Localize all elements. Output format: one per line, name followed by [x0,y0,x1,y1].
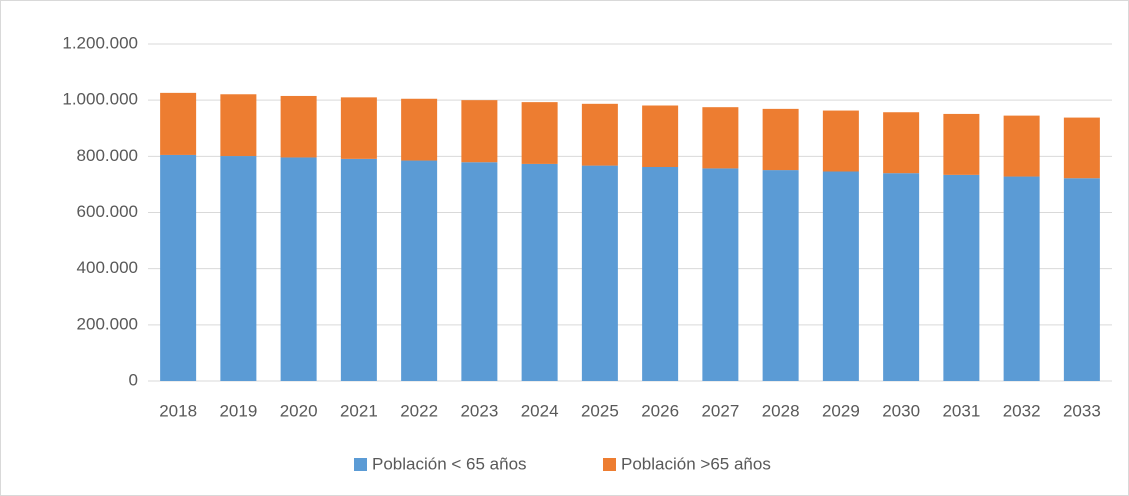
bar-segment [220,156,257,381]
bar-segment [642,167,679,381]
bar-segment [340,97,377,159]
bar-segment [762,170,799,381]
legend-label: Población >65 años [621,454,771,473]
bar-segment [521,102,558,164]
x-tick-label: 2021 [340,401,378,420]
x-tick-label: 2024 [521,401,559,420]
legend-swatch [603,458,616,471]
bar-segment [943,174,980,381]
x-tick-label: 2020 [280,401,318,420]
bar-segment [461,162,498,381]
bar-segment [702,107,739,169]
bar-segment [883,112,920,174]
bar-segment [461,100,498,163]
bar-segment [220,94,257,157]
bar-segment [822,171,859,381]
bar-segment [581,103,618,166]
y-tick-label: 400.000 [77,258,138,277]
bar-segment [160,154,197,381]
bar-segment [1003,115,1040,177]
x-tick-label: 2030 [882,401,920,420]
x-tick-label: 2022 [400,401,438,420]
bar-segment [340,158,377,381]
bar-segment [521,163,558,381]
bar-segment [762,108,799,171]
bar-segment [1003,176,1040,381]
bar-segment [822,110,859,172]
bar-segment [401,160,438,381]
bar-segment [943,113,980,175]
x-tick-label: 2028 [762,401,800,420]
bar-segment [280,157,317,381]
y-tick-label: 1.000.000 [62,90,138,109]
y-tick-label: 1.200.000 [62,33,138,52]
bar-segment [1063,178,1100,381]
y-tick-label: 200.000 [77,314,138,333]
x-tick-label: 2026 [641,401,679,420]
bar-segment [401,98,438,161]
bar-segment [581,165,618,381]
y-tick-label: 600.000 [77,202,138,221]
bar-segment [642,105,679,168]
legend-swatch [354,458,367,471]
x-tick-label: 2025 [581,401,619,420]
bar-segment [883,173,920,381]
bar-segment [1063,117,1100,179]
x-tick-label: 2018 [159,401,197,420]
x-tick-label: 2031 [942,401,980,420]
x-tick-label: 2032 [1003,401,1041,420]
bar-segment [702,168,739,381]
bar-segment [280,95,317,158]
x-tick-label: 2023 [460,401,498,420]
x-tick-label: 2033 [1063,401,1101,420]
y-tick-label: 0 [129,370,138,389]
legend-label: Población < 65 años [372,454,527,473]
x-tick-label: 2029 [822,401,860,420]
x-tick-label: 2027 [701,401,739,420]
x-tick-label: 2019 [219,401,257,420]
y-tick-label: 800.000 [77,146,138,165]
bar-segment [160,92,197,155]
